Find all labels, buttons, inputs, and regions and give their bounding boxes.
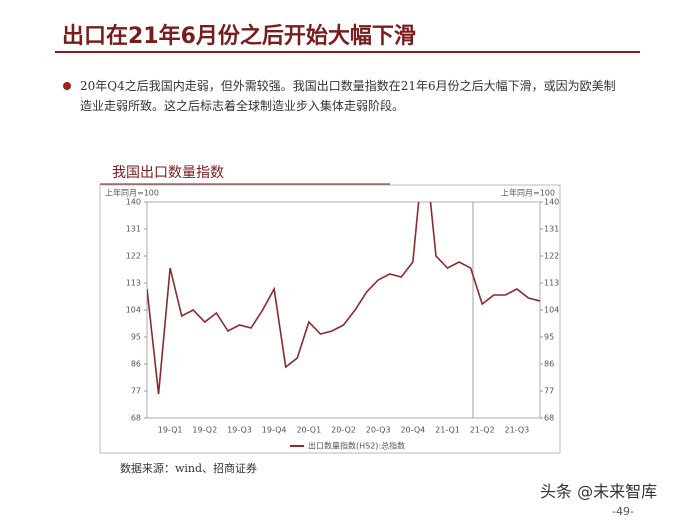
x-tick-label: 21-Q2: [470, 426, 495, 435]
x-tick-label: 20-Q3: [366, 426, 391, 435]
watermark: 头条 @未来智库: [540, 482, 658, 501]
y-tick-label: 140: [126, 198, 141, 207]
slide-title: 出口在21年6月份之后开始大幅下滑: [62, 24, 416, 49]
legend-label: 出口数量指数(HS2):总指数: [308, 441, 405, 451]
y2-tick-label: 104: [544, 306, 559, 315]
x-tick-label: 21-Q1: [435, 426, 460, 435]
x-tick-label: 19-Q2: [192, 426, 217, 435]
x-tick-label: 19-Q1: [158, 426, 183, 435]
y2-tick-label: 140: [544, 198, 559, 207]
plot-frame: [146, 201, 541, 419]
chart-title: 我国出口数量指数: [112, 165, 224, 181]
line-series: [147, 202, 540, 395]
y-tick-label: 68: [131, 414, 141, 423]
page-number: -49-: [612, 505, 634, 518]
y2-tick-label: 86: [544, 360, 554, 369]
y2-tick-label: 131: [544, 225, 559, 234]
y-axis-label: 上年同月=100: [105, 188, 159, 198]
y-tick-label: 86: [131, 360, 141, 369]
chart-frame: [99, 184, 561, 454]
y-tick-label: 122: [126, 252, 141, 261]
y-tick-label: 104: [126, 306, 141, 315]
bullet-dot: [63, 82, 71, 90]
y-tick-label: 77: [131, 387, 141, 396]
y2-tick-label: 77: [544, 387, 554, 396]
y2-tick-label: 122: [544, 252, 559, 261]
x-tick-label: 20-Q2: [331, 426, 356, 435]
y2-tick-label: 95: [544, 333, 554, 342]
bullet-text: 20年Q4之后我国内走弱，但外需较强。我国出口数量指数在21年6月份之后大幅下滑…: [80, 79, 616, 113]
y-tick-label: 113: [126, 279, 141, 288]
x-tick-label: 19-Q4: [262, 426, 287, 435]
x-tick-label: 20-Q1: [296, 426, 321, 435]
y2-tick-label: 113: [544, 279, 559, 288]
x-tick-label: 21-Q3: [505, 426, 530, 435]
y2-tick-label: 68: [544, 414, 554, 423]
source-note: 数据来源：wind、招商证券: [120, 462, 258, 475]
y-tick-label: 131: [126, 225, 141, 234]
x-tick-label: 19-Q3: [227, 426, 252, 435]
y-tick-label: 95: [131, 333, 141, 342]
y2-axis-label: 上年同月=100: [501, 188, 555, 198]
x-tick-label: 20-Q4: [400, 426, 425, 435]
